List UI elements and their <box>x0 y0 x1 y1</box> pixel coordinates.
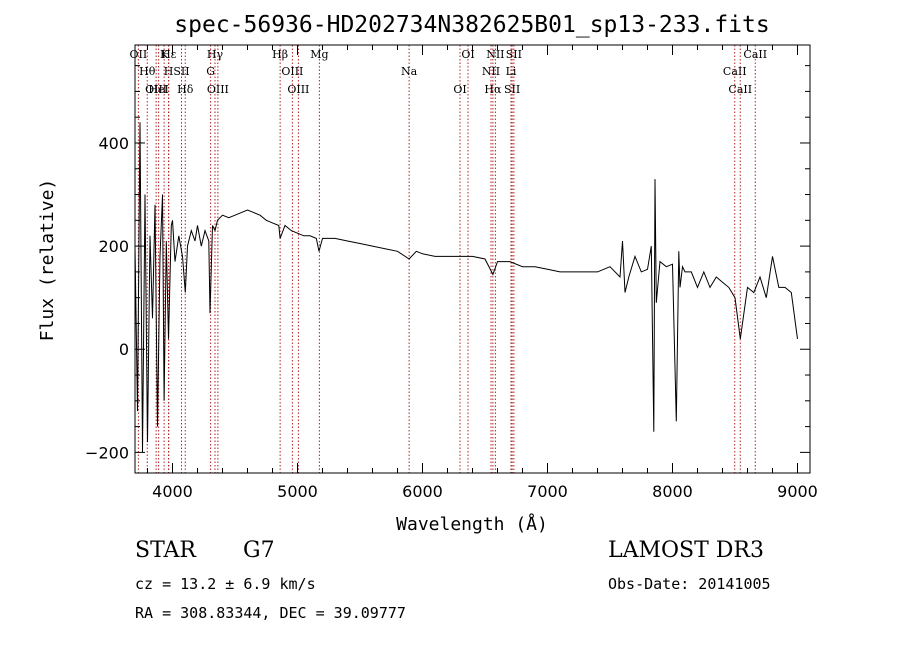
line-label-6: Hε <box>161 48 177 61</box>
x-tick-label-9000: 9000 <box>777 482 818 501</box>
line-label-16: Na <box>401 65 418 78</box>
line-label-8: Hδ <box>177 83 194 96</box>
y-tick-label--200: −200 <box>85 443 129 462</box>
object-class: STAR <box>135 538 196 563</box>
line-label-25: CaII <box>723 65 747 78</box>
x-tick-label-5000: 5000 <box>277 482 318 501</box>
line-label-10: G <box>206 65 215 78</box>
spectral-line-markers <box>137 45 756 473</box>
line-label-9: Hγ <box>207 48 224 61</box>
series-spectrum <box>135 122 798 453</box>
x-tick-label-7000: 7000 <box>527 482 568 501</box>
line-label-14: OIII <box>287 83 309 96</box>
line-label-23: SII <box>504 83 520 96</box>
spectral-line-labels: OII Hθ OIII KH HeI Hε SII Hδ Hγ G OIII Hβ OIII OIII Mg… <box>130 48 768 96</box>
x-tick-label-4000: 4000 <box>152 482 193 501</box>
x-axis-label: Wavelength (Å) <box>396 513 548 535</box>
line-label-7: SII <box>173 65 189 78</box>
line-label-24: SII <box>506 48 522 61</box>
line-label-15: Mg <box>310 48 328 61</box>
line-label-3: K <box>160 48 169 61</box>
line-label-17: OI <box>453 83 466 96</box>
y-axis-label: Flux (relative) <box>37 179 58 342</box>
chart-title: spec-56936-HD202734N382625B01_sp13-233.f… <box>174 12 769 38</box>
line-label-4: H <box>164 65 174 78</box>
subclass: G7 <box>243 538 275 563</box>
line-label-20: Hα <box>484 83 502 96</box>
line-label-27: CaII <box>743 48 767 61</box>
coordinates: RA = 308.83344, DEC = 39.09777 <box>135 604 406 622</box>
line-label-21: NII <box>486 48 504 61</box>
line-label-22: Li <box>506 65 517 78</box>
line-label-18: OI <box>461 48 474 61</box>
line-label-0: OII <box>130 48 148 61</box>
axes: 4000 5000 6000 7000 8000 9000 −200 0 200 400 <box>85 44 818 501</box>
plot-frame <box>134 44 811 474</box>
line-label-2: OIII <box>145 83 167 96</box>
y-tick-label-0: 0 <box>119 340 129 359</box>
line-label-11: OIII <box>207 83 229 96</box>
line-label-19: NII <box>482 65 500 78</box>
x-tick-label-8000: 8000 <box>652 482 693 501</box>
redshift-cz: cz = 13.2 ± 6.9 km/s <box>135 575 316 593</box>
plot-content <box>135 122 798 453</box>
survey-name: LAMOST DR3 <box>608 538 764 563</box>
obs-date: Obs-Date: 20141005 <box>608 575 771 593</box>
x-tick-label-6000: 6000 <box>402 482 443 501</box>
y-tick-label-200: 200 <box>98 237 129 256</box>
line-label-13: OIII <box>281 65 303 78</box>
line-label-5: HeI <box>148 83 168 96</box>
y-tick-label-400: 400 <box>98 134 129 153</box>
line-label-26: CaII <box>728 83 752 96</box>
line-label-1: Hθ <box>139 65 156 78</box>
line-label-12: Hβ <box>272 48 288 61</box>
